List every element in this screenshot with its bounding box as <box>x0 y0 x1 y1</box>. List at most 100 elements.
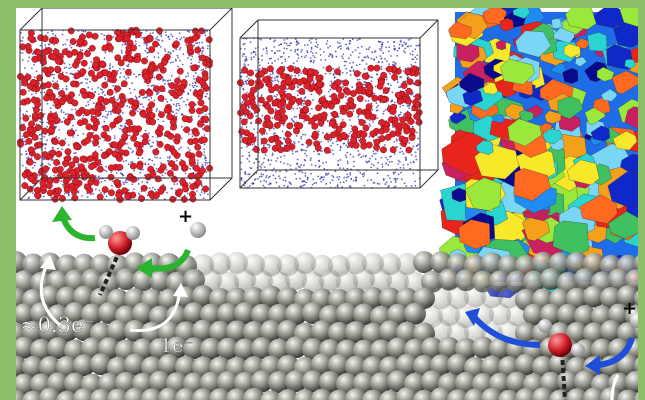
atom-blue <box>188 182 191 184</box>
atom-blue <box>103 38 106 41</box>
atom-blue <box>261 134 264 136</box>
atom-blue <box>165 168 168 171</box>
atom-red <box>47 127 55 135</box>
atom-blue <box>90 115 93 118</box>
surface-atom <box>124 353 146 376</box>
atom-blue <box>393 48 396 51</box>
atom-blue <box>97 175 100 178</box>
atom-red <box>56 165 64 173</box>
atom-blue <box>100 32 103 35</box>
atom-blue <box>319 177 322 180</box>
atom-blue <box>92 102 95 105</box>
atom-blue <box>131 82 134 85</box>
surface-atom <box>115 268 137 291</box>
atom-blue <box>141 157 144 160</box>
atom-blue <box>416 131 418 134</box>
atom-blue <box>262 184 265 187</box>
atom-red <box>296 78 304 86</box>
surface-atom <box>515 387 537 400</box>
atom-blue <box>175 48 178 51</box>
atom-blue <box>27 156 30 159</box>
atom-blue <box>46 139 48 142</box>
frame <box>0 0 16 400</box>
atom-blue <box>358 52 361 55</box>
atom-blue <box>203 133 206 136</box>
surface-atom <box>260 319 282 342</box>
oxygen <box>548 333 572 357</box>
atom-blue <box>351 86 354 89</box>
atom-red <box>399 116 407 124</box>
atom-blue <box>415 158 418 161</box>
atom-blue <box>186 98 189 101</box>
atom-blue <box>201 41 204 44</box>
surface-atom <box>217 370 239 393</box>
atom-blue <box>185 104 187 106</box>
atom-blue <box>292 62 295 65</box>
atom-blue <box>192 82 194 85</box>
atom-blue <box>273 95 276 97</box>
atom-red <box>24 97 31 105</box>
atom-blue <box>345 72 348 74</box>
atom-blue <box>400 178 403 181</box>
grain <box>565 8 597 30</box>
atom-blue <box>317 175 320 178</box>
atom-blue <box>346 160 349 163</box>
atom-blue <box>155 167 158 170</box>
atom-blue <box>374 85 377 88</box>
atom-blue <box>297 104 300 107</box>
atom-blue <box>99 137 102 140</box>
arrow <box>610 374 620 400</box>
atom-blue <box>247 173 250 176</box>
atom-blue <box>348 132 351 135</box>
atom-blue <box>295 116 298 118</box>
atom-red <box>92 134 100 142</box>
atom-blue <box>204 34 207 37</box>
atom-blue <box>273 40 276 43</box>
atom-blue <box>309 57 312 59</box>
atom-blue <box>187 75 190 77</box>
atom-blue <box>363 83 366 86</box>
atom-blue <box>65 88 68 91</box>
atom-blue <box>339 149 342 152</box>
atom-red <box>369 130 377 138</box>
grain <box>567 159 600 186</box>
atom-blue <box>151 186 154 189</box>
atom-red <box>42 165 50 173</box>
atom-blue <box>300 55 303 58</box>
atom-blue <box>121 174 124 176</box>
atom-blue <box>179 97 182 100</box>
atom-blue <box>283 162 285 165</box>
surface-atom <box>73 354 95 377</box>
atom-blue <box>66 38 69 41</box>
atom-blue <box>372 150 375 153</box>
atom-red <box>142 132 149 140</box>
atom-blue <box>390 84 392 87</box>
atom-blue <box>200 165 203 168</box>
atom-red <box>46 88 54 96</box>
atom-blue <box>363 172 365 175</box>
surface-atom <box>370 372 392 395</box>
atom-blue <box>408 107 411 110</box>
atom-red <box>114 85 121 93</box>
atom-blue <box>347 140 350 143</box>
atom-blue <box>277 58 280 61</box>
atom-blue <box>289 164 292 167</box>
atom-blue <box>136 110 139 113</box>
surface-atom <box>464 388 486 400</box>
atom-red <box>278 107 286 115</box>
atom-blue <box>345 67 347 70</box>
atom-blue <box>247 77 250 80</box>
grain <box>507 118 542 147</box>
atom-blue <box>404 80 407 83</box>
atom-blue <box>356 78 359 81</box>
grain <box>607 171 638 209</box>
atom-blue <box>282 124 285 127</box>
surface-atom <box>226 251 248 274</box>
atom-blue <box>193 44 196 47</box>
atom-blue <box>200 69 203 72</box>
atom-blue <box>281 130 284 133</box>
atom-blue <box>206 47 209 50</box>
atom-red <box>323 146 331 154</box>
atom-red <box>315 104 322 112</box>
atom-blue <box>284 60 287 63</box>
